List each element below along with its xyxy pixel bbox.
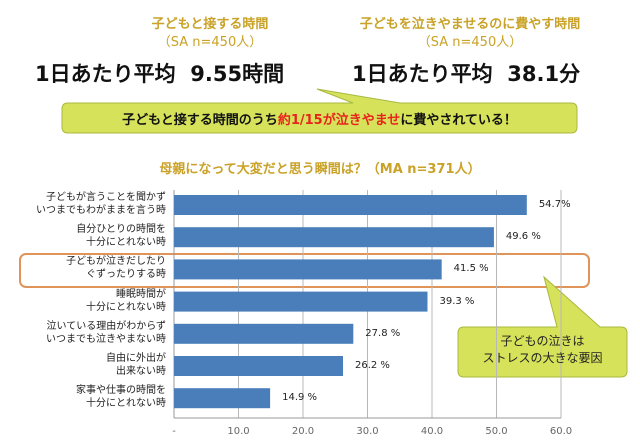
chart-callout-line1: 子どもの泣きは (500, 334, 585, 348)
chart-callout-bubble (457, 275, 628, 378)
value-label: 54.7% (538, 199, 571, 210)
bar (174, 323, 354, 344)
left-stat-value: 9.55時間 (190, 62, 285, 86)
x-tick-label: 40.0 (420, 426, 444, 437)
left-stat-line: 1日あたり平均 9.55時間 (35, 58, 284, 88)
right-stat-value: 38.1分 (507, 62, 581, 86)
bar (174, 195, 527, 215)
bar (174, 388, 271, 409)
x-tick-label: - (172, 426, 176, 437)
chart-callout-line2: ストレスの大きな要因 (482, 351, 603, 365)
bar (174, 259, 442, 280)
left-stat-title: 子どもと接する時間 (151, 17, 269, 32)
category-label: 子どもが泣きだしたり ぐずったりする時 (66, 256, 166, 281)
value-label: 14.9 % (282, 392, 318, 404)
bar (174, 227, 494, 248)
value-label: 26.2 % (354, 360, 390, 371)
bar (174, 291, 428, 312)
value-label: 41.5 % (453, 263, 489, 275)
left-stat-label: 1日あたり平均 (35, 62, 176, 86)
chart-title: 母親になって大変だと思う瞬間は？（MA n=371人） (159, 162, 481, 177)
top-callout-text: 子どもと接する時間のうち約1/15が泣きやませに費やされている！ (62, 109, 577, 128)
right-stat-line: 1日あたり平均 38.1分 (352, 58, 580, 88)
category-label: 自分ひとりの時間を 十分にとれない時 (76, 224, 166, 249)
right-stat-sample: （SA n=450人） (417, 35, 523, 50)
x-tick-label: 60.0 (549, 426, 573, 437)
chart-callout-text: 子どもの泣きは ストレスの大きな要因 (458, 333, 627, 367)
value-label: 39.3 % (439, 295, 475, 307)
x-tick-label: 50.0 (485, 426, 508, 437)
value-label: 49.6 % (505, 231, 541, 243)
left-stat-sample: （SA n=450人） (157, 35, 263, 50)
category-label: 子どもが言うことを聞かず いつまでもわがままを言う時 (36, 192, 166, 216)
x-tick-label: 30.0 (356, 426, 379, 437)
callout-part2: に費やされている！ (400, 113, 517, 128)
category-label: 睡眠時間が 十分にとれない時 (86, 288, 166, 313)
value-label: 27.8 % (365, 327, 401, 339)
category-label: 家事や仕事の時間を 十分にとれない時 (76, 385, 166, 410)
highlight-frame (19, 253, 590, 288)
top-callout-bubble (61, 88, 578, 134)
x-tick-label: 10.0 (227, 426, 250, 437)
right-stat-label: 1日あたり平均 (352, 62, 493, 86)
x-tick-label: 20.0 (291, 426, 315, 437)
bar (174, 356, 343, 376)
callout-highlight: 約1/15が泣きやませ (277, 113, 401, 128)
right-stat-title: 子どもを泣きやませるのに費やす時間 (359, 17, 581, 32)
callout-part1: 子どもと接する時間のうち (122, 113, 278, 128)
category-label: 泣いている理由がわからず いつまでも泣きやまない時 (46, 320, 166, 345)
category-label: 自由に外出が 出来ない時 (106, 353, 166, 377)
